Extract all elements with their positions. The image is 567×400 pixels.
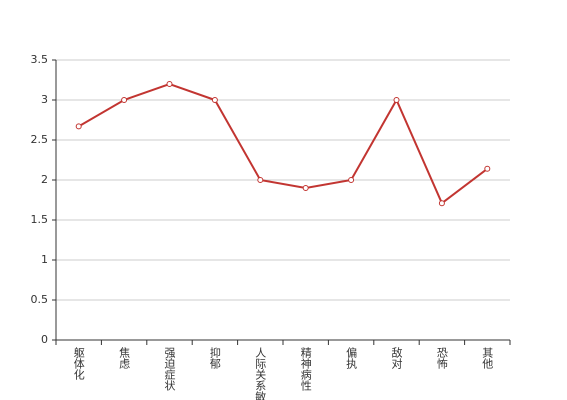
y-tick-label: 0.5 xyxy=(31,293,49,306)
x-tick-label: 恐怖 xyxy=(435,347,448,369)
x-tick-label: 其他 xyxy=(481,347,494,369)
y-tick-label: 3.5 xyxy=(31,53,49,66)
point xyxy=(166,81,173,87)
point xyxy=(302,185,309,191)
point xyxy=(484,165,491,172)
x-tick-label: 焦虑 xyxy=(118,347,131,369)
x-tick-label: 偏执 xyxy=(345,346,358,370)
y-tick-label: 1.5 xyxy=(31,213,49,226)
point xyxy=(348,177,355,183)
x-tick-label: 抑郁 xyxy=(208,346,221,369)
point xyxy=(393,97,400,103)
point xyxy=(75,123,82,130)
x-tick-label: 强迫症状 xyxy=(163,347,176,391)
x-tick-label: 敌对 xyxy=(390,346,403,369)
y-tick-label: 3 xyxy=(41,93,48,106)
point xyxy=(121,97,128,103)
y-tick-label: 0 xyxy=(41,333,48,346)
y-tick-label: 2 xyxy=(41,173,48,186)
point xyxy=(438,200,445,207)
point xyxy=(211,97,218,103)
line xyxy=(78,82,488,205)
y-tick-label: 1 xyxy=(41,253,48,266)
point xyxy=(257,177,264,183)
x-tick-label: 躯体化 xyxy=(72,347,85,381)
y-tick-label: 2.5 xyxy=(31,133,49,146)
x-tick-label: 人际关系敏感 xyxy=(254,347,267,400)
x-tick-label: 精神病性 xyxy=(299,347,312,392)
